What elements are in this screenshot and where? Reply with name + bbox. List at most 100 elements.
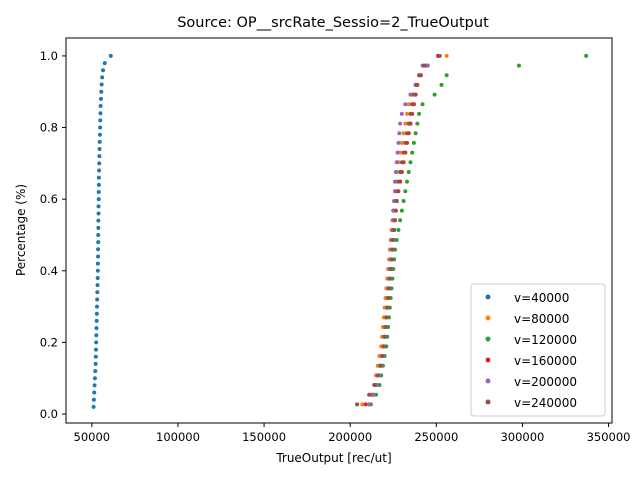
data-point — [98, 111, 103, 116]
y-tick-label: 0.6 — [40, 192, 58, 206]
data-point — [411, 140, 416, 145]
data-point — [403, 121, 408, 126]
data-point — [405, 179, 410, 184]
x-tick-label: 100000 — [156, 430, 200, 444]
data-point — [394, 198, 399, 203]
legend-label: v=80000 — [514, 312, 569, 326]
data-point — [420, 102, 425, 107]
data-point — [405, 131, 410, 136]
data-point — [371, 392, 376, 397]
data-point — [95, 261, 100, 266]
legend-label: v=200000 — [514, 375, 577, 389]
data-point — [417, 111, 422, 116]
data-point — [95, 304, 100, 309]
data-point — [102, 61, 107, 66]
data-point — [382, 334, 387, 339]
data-point — [422, 63, 427, 68]
series-v=240000 — [355, 53, 442, 407]
data-point — [97, 132, 102, 137]
data-point — [401, 198, 406, 203]
data-point — [406, 102, 411, 107]
data-point — [401, 150, 406, 155]
data-point — [386, 286, 391, 291]
data-point — [93, 361, 98, 366]
data-point — [97, 168, 102, 173]
data-point — [93, 354, 98, 359]
data-point — [96, 232, 101, 237]
legend-label: v=40000 — [514, 291, 569, 305]
data-point — [391, 237, 396, 242]
data-point — [396, 179, 401, 184]
data-point — [98, 118, 103, 123]
data-point — [389, 257, 394, 262]
data-point — [403, 189, 408, 194]
data-point — [94, 311, 99, 316]
chart-title: Source: OP__srcRate_Sessio=2_TrueOutput — [177, 15, 489, 31]
data-point — [100, 75, 105, 80]
data-point — [392, 218, 397, 223]
data-point — [408, 92, 413, 97]
data-point — [399, 111, 404, 116]
data-point — [94, 318, 99, 323]
data-point — [97, 154, 102, 159]
x-tick-label: 300000 — [500, 430, 544, 444]
data-point — [94, 333, 99, 338]
data-point — [401, 131, 406, 136]
series-v=40000 — [91, 53, 113, 409]
data-point — [363, 402, 368, 407]
legend-label: v=160000 — [514, 354, 577, 368]
data-point — [405, 111, 410, 116]
data-point — [108, 53, 113, 58]
data-point — [378, 363, 383, 368]
data-point — [403, 102, 408, 107]
data-point — [399, 208, 404, 213]
y-tick-label: 1.0 — [40, 49, 58, 63]
data-point — [444, 53, 449, 58]
x-tick-label: 350000 — [587, 430, 631, 444]
data-point — [360, 402, 365, 407]
data-point — [98, 104, 103, 109]
legend: v=40000 v=80000 v=120000 v=160000 v=200000 v=… — [470, 283, 606, 417]
data-point — [408, 160, 413, 165]
data-point — [381, 344, 386, 349]
data-point — [99, 89, 104, 94]
data-point — [94, 326, 99, 331]
data-point — [96, 254, 101, 259]
data-point — [92, 376, 97, 381]
y-tick-label: 0.0 — [40, 407, 58, 421]
data-point — [95, 297, 100, 302]
data-point — [392, 179, 397, 184]
data-point — [96, 218, 101, 223]
data-point — [399, 140, 404, 145]
data-point — [92, 390, 97, 395]
data-point — [95, 290, 100, 295]
data-point — [406, 169, 411, 174]
data-point — [95, 283, 100, 288]
data-point — [516, 63, 521, 68]
y-tick-label: 0.2 — [40, 335, 58, 349]
data-point — [432, 92, 437, 97]
data-point — [96, 197, 101, 202]
x-axis-label: TrueOutput [rec/ut] — [275, 451, 391, 465]
data-point — [98, 96, 103, 101]
data-point — [399, 160, 404, 165]
data-point — [394, 160, 399, 165]
x-tick-label: 50000 — [74, 430, 111, 444]
data-point — [396, 227, 401, 232]
data-point — [437, 53, 442, 58]
data-point — [372, 383, 377, 388]
data-point — [385, 305, 390, 310]
data-point — [96, 211, 101, 216]
data-point — [415, 121, 420, 126]
data-point — [410, 102, 415, 107]
legend-marker — [485, 336, 491, 342]
data-point — [417, 73, 422, 78]
data-point — [414, 82, 419, 87]
legend-box — [470, 283, 606, 417]
data-point — [425, 63, 430, 68]
data-point — [94, 340, 99, 345]
data-point — [98, 125, 103, 130]
data-point — [95, 275, 100, 280]
legend-label: v=120000 — [514, 333, 577, 347]
data-point — [97, 161, 102, 166]
